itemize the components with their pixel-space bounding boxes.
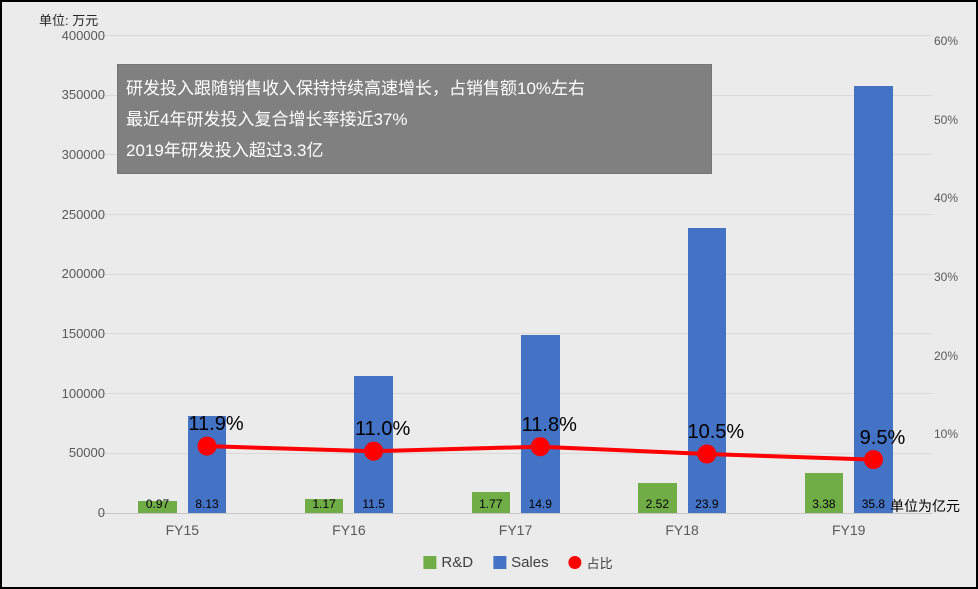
y-axis-tick-label: 200000 [61,266,105,282]
sales-bar [687,227,727,513]
rnd-bar-value-label: 3.38 [812,497,836,511]
sales-legend-swatch-icon [493,556,507,569]
y-axis-tick-label: 400000 [61,27,105,43]
y-axis-tick-label: 150000 [61,325,105,341]
rnd-bar-value-label: 1.77 [479,497,503,511]
y-axis-tick-label: 50000 [68,445,105,461]
ratio-value-label: 11.8% [521,413,577,436]
y-axis-tick-label: 300000 [61,146,105,162]
x-axis-tick-label: FY15 [165,522,200,538]
annotation-line-1: 研发投入跟随销售收入保持持续高速增长，占销售额10%左右 [126,79,586,98]
ratio-value-label: 11.9% [188,413,244,436]
gridline [99,273,932,275]
gridline [99,35,932,36]
ratio-legend-swatch-icon [568,556,582,569]
rnd-bar [138,501,177,513]
rnd-bar-value-label: 1.17 [312,497,336,511]
gridline [99,393,932,395]
rnd-bar-value-label: 0.97 [145,497,170,511]
rnd-bar-value-label: 2.52 [645,497,670,511]
sales-bar [521,335,560,513]
rnd-bar [471,491,510,513]
right-axis-tick-label: 30% [933,270,958,284]
rnd-bar [304,499,344,513]
right-axis-tick-label: 60% [933,34,958,48]
sales-bar-value-label: 11.5 [362,497,385,511]
x-axis-tick-label: FY16 [332,522,366,538]
gridline [99,214,932,216]
y-axis-tick-label: 0 [97,505,105,520]
sales-bar [187,415,227,513]
sales-bar [354,375,393,513]
rnd-bar [638,482,677,513]
sales-bar [854,85,893,513]
annotation-line-3: 2019年研发投入超过3.3亿 [126,141,324,160]
sales-bar-value-label: 23.9 [695,497,719,511]
legend-item-ratio: 占比 [568,553,613,572]
annotation-line-2: 最近4年研发投入复合增长率接近37% [126,110,408,129]
annotation-box: 研发投入跟随销售收入保持持续高速增长，占销售额10%左右 最近4年研发投入复合增… [117,64,712,174]
sales-bar-value-label: 14.9 [528,497,552,511]
legend-label-ratio: 占比 [586,556,613,571]
y-axis-tick-label: 250000 [61,206,105,222]
y-axis-tick-label: 100000 [61,385,105,401]
legend-item-sales: Sales [493,554,549,571]
legend-label-rnd: R&D [441,554,474,571]
gridline [99,333,932,335]
sales-bar-value-label: 35.8 [861,497,886,511]
y-axis-tick-label: 350000 [61,87,105,103]
legend-item-rnd: R&D [423,554,473,571]
right-axis-tick-label: 40% [933,191,958,206]
rnd-bar [804,472,844,513]
legend: R&D Sales 占比 [423,553,613,572]
x-axis-tick-label: FY19 [831,522,866,538]
right-axis-tick-label: 20% [933,348,958,363]
right-axis-tick-label: 10% [933,427,958,442]
legend-label-sales: Sales [511,554,549,571]
right-axis-tick-label: 50% [933,112,958,127]
gridline [99,512,932,514]
rnd-legend-swatch-icon [423,556,437,569]
sales-unit-note: 单位为亿元 [890,498,960,514]
sales-bar-value-label: 8.13 [195,497,219,511]
left-axis-unit-label: 单位: 万元 [39,13,99,28]
x-axis-tick-label: FY18 [665,522,699,538]
ratio-value-label: 11.0% [355,418,411,441]
x-axis-tick-label: FY17 [498,522,533,538]
ratio-value-label: 9.5% [859,426,906,449]
ratio-value-label: 10.5% [687,421,745,443]
